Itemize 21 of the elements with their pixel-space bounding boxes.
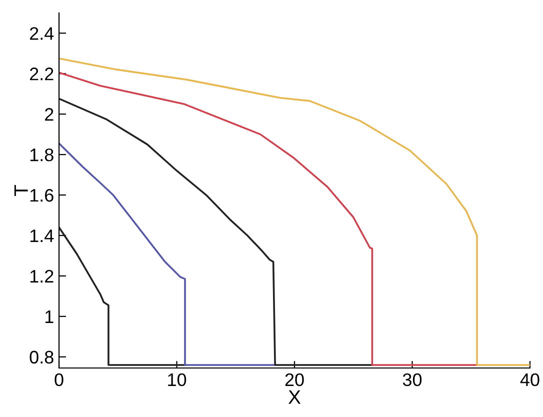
line-series [59, 98, 374, 366]
y-tick-label: 1.4 [30, 230, 54, 242]
x-axis-title: X [288, 390, 301, 404]
y-tick-label: 0.8 [30, 350, 54, 364]
y-tick-label: 2.2 [30, 68, 54, 80]
line-series [59, 142, 276, 366]
x-tick-label: 30 [402, 373, 422, 386]
y-tick-label: 1.6 [30, 188, 54, 202]
x-tick-label: 10 [168, 373, 186, 386]
y-axis-title: T [14, 184, 28, 196]
x-tick-label: 0 [54, 373, 64, 386]
y-tick-label: 2 [45, 108, 54, 121]
y-tick-label: 1 [46, 310, 54, 323]
line-series [59, 226, 186, 366]
y-tick-label: 1.8 [30, 148, 54, 162]
x-tick-label: 40 [520, 373, 540, 386]
x-tick-label: 20 [285, 373, 304, 386]
y-tick-label: 1.2 [30, 270, 54, 282]
line-series [59, 72, 478, 366]
line-series [59, 58, 530, 366]
y-tick-label: 2.4 [30, 27, 54, 40]
